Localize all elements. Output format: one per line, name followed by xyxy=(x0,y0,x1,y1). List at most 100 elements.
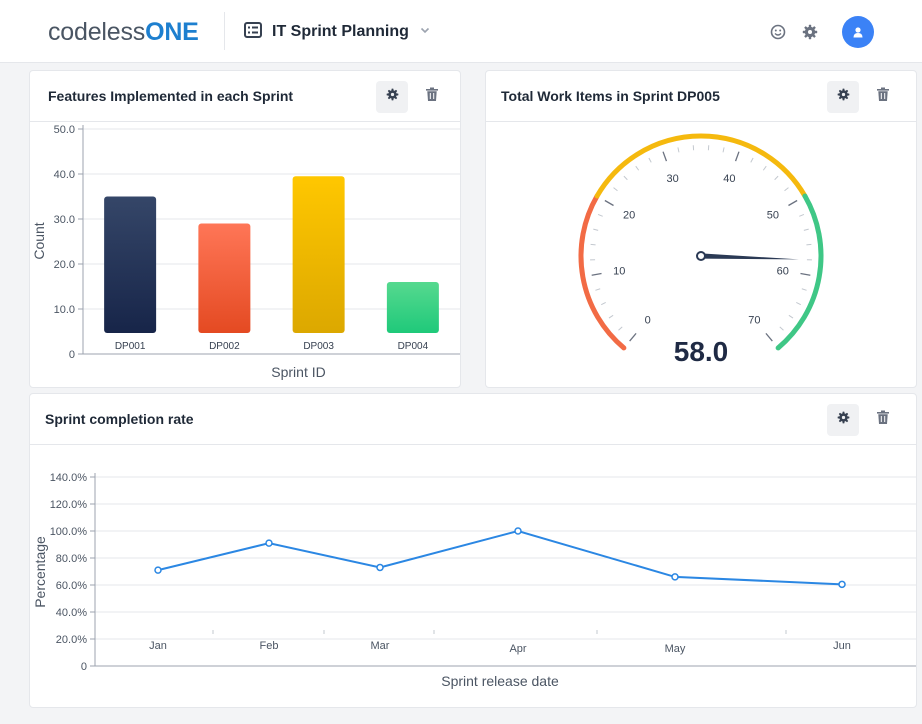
data-point xyxy=(376,563,384,572)
widget-delete-button[interactable] xyxy=(867,81,899,113)
gauge-minor-tick xyxy=(595,288,601,291)
gauge-major-tick xyxy=(765,332,773,342)
trash-icon xyxy=(876,410,890,430)
gauge-tick-label: 30 xyxy=(666,173,678,185)
list-icon xyxy=(244,21,262,43)
gauge-chart: 0 10 20 30 40 50 60 70 58.0 xyxy=(578,133,824,367)
gauge-minor-tick xyxy=(590,243,596,246)
completion-rate-widget: Sprint completion rate 0 20.0% 40.0% 60.0% 8… xyxy=(29,393,917,708)
gauge-major-tick xyxy=(788,199,798,207)
gauge-major-tick xyxy=(591,272,602,276)
gauge-minor-tick xyxy=(618,326,623,331)
line-chart: 0 20.0% 40.0% 60.0% 80.0% 100.0% 120.0% 140.0% J… xyxy=(32,472,916,689)
x-tick-label: Apr xyxy=(509,643,526,655)
gauge-major-tick xyxy=(604,199,614,207)
gauge-minor-tick xyxy=(722,147,725,153)
x-axis-label: Sprint release date xyxy=(441,673,559,689)
y-tick-label: 140.0% xyxy=(50,472,88,484)
smiley-icon[interactable] xyxy=(770,24,786,40)
y-tick-label: 30.0 xyxy=(54,214,75,226)
x-tick-label: DP001 xyxy=(115,341,146,352)
data-point xyxy=(265,539,273,547)
widget-settings-button[interactable] xyxy=(827,404,859,436)
gauge-value: 58.0 xyxy=(674,336,729,367)
gauge-major-tick xyxy=(734,151,740,162)
gauge-band xyxy=(594,133,808,199)
x-tick-label: DP003 xyxy=(303,341,334,352)
y-tick-label: 20.0% xyxy=(56,634,87,646)
widget-header: Sprint completion rate xyxy=(30,394,916,445)
widget-title: Sprint completion rate xyxy=(45,411,194,427)
gauge-tick-label: 70 xyxy=(748,315,760,327)
data-point xyxy=(154,566,162,574)
widget-header: Total Work Items in Sprint DP005 xyxy=(486,71,916,122)
widget-settings-button[interactable] xyxy=(376,81,408,113)
gauge-minor-tick xyxy=(601,302,606,306)
y-tick-label: 40.0 xyxy=(54,169,75,181)
gauge-minor-tick xyxy=(648,157,652,163)
work-items-widget: Total Work Items in Sprint DP005 0 10 20 30… xyxy=(485,70,917,388)
y-tick-label: 0 xyxy=(69,349,75,361)
gauge-needle-pivot xyxy=(696,251,706,261)
bar-chart: 0 10.0 20.0 30.0 40.0 50.0 DP001 DP002 DP003 DP00… xyxy=(31,124,460,380)
gauge-minor-tick xyxy=(623,175,628,181)
gauge-tick-label: 40 xyxy=(723,173,735,185)
top-bar: codelessONE IT Sprint Planning xyxy=(0,0,922,63)
x-tick-label: Mar xyxy=(371,640,390,652)
widget-title: Features Implemented in each Sprint xyxy=(48,88,294,104)
header-actions xyxy=(770,16,874,48)
x-tick-label: Feb xyxy=(260,640,279,652)
gauge-band xyxy=(578,193,627,351)
y-tick-label: 100.0% xyxy=(50,526,88,538)
gear-icon xyxy=(837,88,850,106)
gear-icon xyxy=(837,411,850,429)
x-tick-label: May xyxy=(665,643,686,655)
x-tick-label: DP004 xyxy=(398,341,429,352)
y-axis-label: Percentage xyxy=(32,536,48,608)
logo-prefix: codeless xyxy=(48,18,146,46)
gauge-minor-tick xyxy=(635,165,640,171)
app-switcher[interactable]: IT Sprint Planning xyxy=(244,21,431,43)
gauge-minor-tick xyxy=(762,165,767,171)
gauge-minor-tick xyxy=(750,157,754,163)
y-tick-label: 50.0 xyxy=(54,124,75,136)
gauge-tick-label: 60 xyxy=(777,265,789,277)
x-tick-label: DP002 xyxy=(209,341,240,352)
gauge-tick-label: 50 xyxy=(767,210,779,222)
gauge-major-tick xyxy=(800,272,811,276)
widget-settings-button[interactable] xyxy=(827,81,859,113)
widget-delete-button[interactable] xyxy=(867,404,899,436)
y-tick-label: 40.0% xyxy=(56,607,87,619)
y-tick-label: 60.0% xyxy=(56,580,87,592)
trash-icon xyxy=(876,87,890,107)
widget-actions xyxy=(376,81,448,113)
header-divider xyxy=(224,12,225,50)
y-tick-label: 20.0 xyxy=(54,259,75,271)
x-tick-label: Jun xyxy=(833,640,851,652)
widget-delete-button[interactable] xyxy=(416,81,448,113)
app-title: IT Sprint Planning xyxy=(272,23,409,40)
gauge-tick-label: 10 xyxy=(613,265,625,277)
gauge-minor-tick xyxy=(677,147,680,153)
chevron-down-icon[interactable] xyxy=(419,23,431,41)
gauge-minor-tick xyxy=(593,228,599,231)
gauge-minor-tick xyxy=(608,314,614,319)
gauge-minor-tick xyxy=(597,213,603,217)
logo-suffix: ONE xyxy=(145,18,199,46)
user-avatar[interactable] xyxy=(842,16,874,48)
app-logo[interactable]: codelessONE xyxy=(48,17,199,47)
data-point xyxy=(838,580,846,589)
data-point xyxy=(671,573,679,581)
bar xyxy=(386,282,439,333)
gauge-minor-tick xyxy=(774,175,779,181)
x-axis-label: Sprint ID xyxy=(271,364,325,380)
widget-header: Features Implemented in each Sprint xyxy=(30,71,460,122)
widget-actions xyxy=(827,81,899,113)
gauge-minor-tick xyxy=(779,326,784,331)
settings-gear-icon[interactable] xyxy=(802,24,818,40)
y-tick-label: 0 xyxy=(81,661,87,673)
y-tick-label: 120.0% xyxy=(50,499,88,511)
bar xyxy=(198,223,251,333)
gauge-minor-tick xyxy=(784,187,789,192)
widget-title: Total Work Items in Sprint DP005 xyxy=(501,88,720,104)
